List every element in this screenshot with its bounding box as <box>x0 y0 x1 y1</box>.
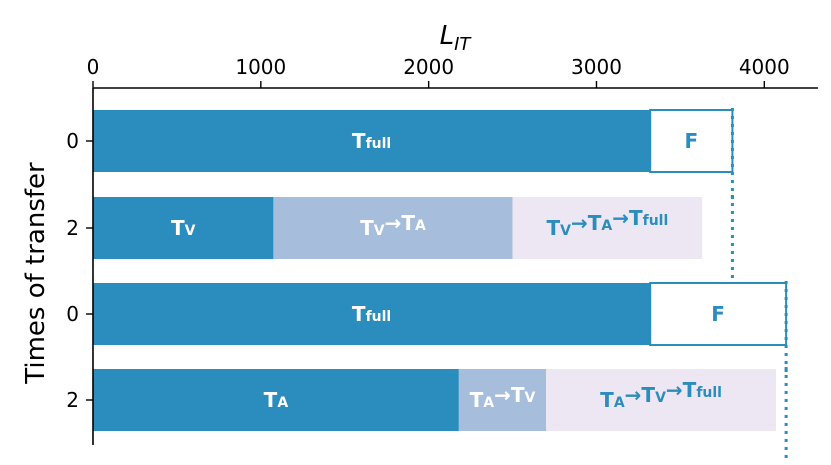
y-tick-label: 0 <box>66 302 79 326</box>
bar-segment-row3-seg0 <box>93 369 459 431</box>
bar-segment-label-row0-seg1: F <box>684 129 698 153</box>
y-tick-label: 2 <box>66 216 79 240</box>
y-tick-label: 0 <box>66 129 79 153</box>
bar-segment-label-row0-seg0: Tfull <box>352 129 391 153</box>
plot-area: Tfull F TV TV→TA TV→TA→Tfull Tfull F TA TA→TV TA→… <box>93 108 788 459</box>
x-tick-label: 2000 <box>403 55 454 79</box>
bar-segment-row0-seg0 <box>93 110 651 172</box>
x-tick-label: 4000 <box>739 55 790 79</box>
bar-segment-label-row1-seg2: TV→TA→Tfull <box>546 206 668 240</box>
bar-segment-row2-seg0 <box>93 283 651 345</box>
bar-segment-row3-seg1 <box>458 369 547 431</box>
y-axis-title: Times of transfer <box>21 162 51 385</box>
bar-segment-label-row1-seg0: TV <box>171 216 196 240</box>
bar-segment-label-row3-seg0: TA <box>264 388 289 412</box>
bar-segment-row3-seg2 <box>546 369 777 431</box>
y-tick-label: 2 <box>66 388 79 412</box>
x-axis-title-main: L <box>440 21 455 51</box>
bar-segment-label-row1-seg1: TV→TA <box>360 211 426 240</box>
bar-segment-row1-seg2 <box>512 197 703 259</box>
x-tick-label: 3000 <box>571 55 622 79</box>
x-axis-title-subscript: IT <box>454 34 472 55</box>
axes: 0 1000 2000 3000 4000 0 2 0 2 <box>66 55 818 445</box>
bar-segment-label-row2-seg1: F <box>711 302 725 326</box>
bar-segment-row1-seg0 <box>93 197 274 259</box>
x-tick-label: 1000 <box>235 55 286 79</box>
x-tick-label: 0 <box>87 55 100 79</box>
x-axis-title: LIT <box>440 21 473 55</box>
bar-segment-label-row3-seg2: TA→TV→Tfull <box>600 378 722 412</box>
bar-segment-label-row2-seg0: Tfull <box>352 302 391 326</box>
bar-segment-row1-seg1 <box>273 197 513 259</box>
bar-segment-label-row3-seg1: TA→TV <box>470 383 536 412</box>
